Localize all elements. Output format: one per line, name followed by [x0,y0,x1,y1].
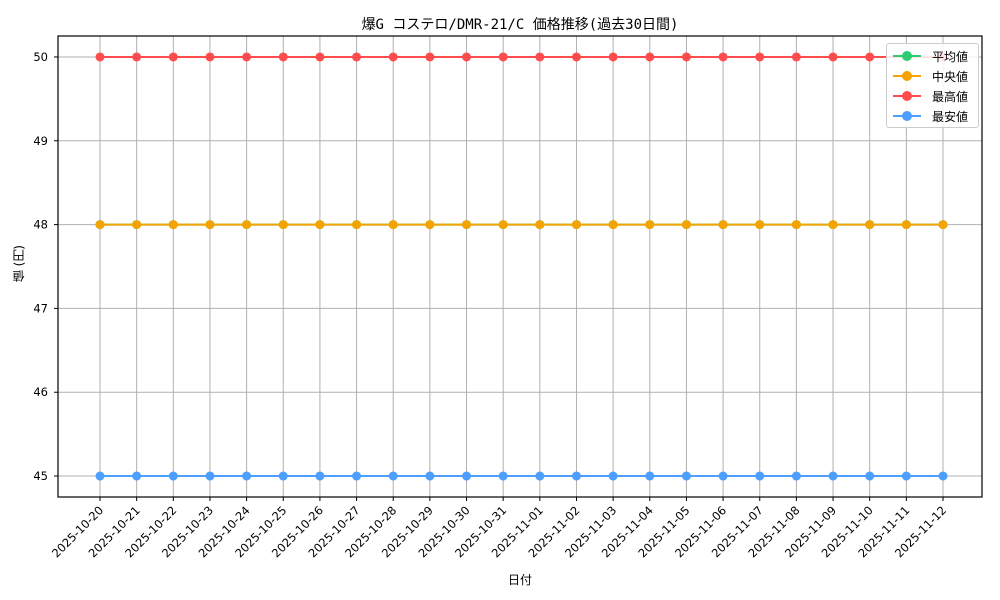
data-point [242,52,252,62]
data-point [168,471,178,481]
axes-frame [57,35,983,498]
data-point [315,220,325,230]
data-point [132,220,142,230]
data-point [462,220,472,230]
data-point [571,52,581,62]
legend-marker-icon [902,71,912,81]
data-point [681,471,691,481]
data-point [278,220,288,230]
data-point [388,52,398,62]
data-point [718,220,728,230]
data-point [608,471,618,481]
data-point [938,471,948,481]
data-point [718,52,728,62]
data-point [535,52,545,62]
data-point [352,220,362,230]
chart-title: 爆G コステロ/DMR-21/C 価格推移(過去30日間) [361,17,679,33]
y-axis-label: 値 (円) [12,245,26,283]
y-tick-label: 48 [33,218,48,232]
data-point [462,52,472,62]
data-point [681,52,691,62]
y-tick-label: 50 [33,50,48,64]
data-point [95,220,105,230]
data-point [755,52,765,62]
y-tick-label: 45 [33,469,48,483]
data-point [571,471,581,481]
data-point [681,220,691,230]
data-point [535,471,545,481]
data-point [718,471,728,481]
data-point [828,52,838,62]
data-point [828,471,838,481]
data-point [205,52,215,62]
data-point [901,220,911,230]
data-point [132,52,142,62]
data-point [828,220,838,230]
data-point [425,471,435,481]
data-point [865,471,875,481]
data-point [645,52,655,62]
y-tick-label: 46 [33,385,48,399]
data-point [352,471,362,481]
data-point [242,220,252,230]
data-point [608,52,618,62]
data-point [242,471,252,481]
y-tick-label: 49 [33,134,48,148]
data-point [571,220,581,230]
data-point [168,220,178,230]
data-point [755,471,765,481]
legend-marker-icon [902,51,912,61]
y-tick-label: 47 [33,301,48,315]
data-point [498,471,508,481]
data-point [95,52,105,62]
data-point [95,471,105,481]
legend-item-max: 最高値 [887,86,978,106]
data-point [315,471,325,481]
data-point [462,471,472,481]
data-point [608,220,618,230]
data-point [278,471,288,481]
data-point [645,471,655,481]
data-point [352,52,362,62]
legend-marker-icon [902,111,912,121]
data-point [535,220,545,230]
legend-item-min: 最安値 [887,106,978,126]
data-point [645,220,655,230]
data-point [205,471,215,481]
legend-item-average: 平均値 [887,46,978,66]
data-point [315,52,325,62]
data-point [865,220,875,230]
data-point [388,220,398,230]
data-point [498,52,508,62]
data-point [498,220,508,230]
data-point [755,220,765,230]
data-point [865,52,875,62]
legend: 平均値 中央値 最高値 最安値 [886,43,979,128]
data-point [278,52,288,62]
data-point [901,471,911,481]
data-point [791,220,801,230]
data-point [938,220,948,230]
legend-item-median: 中央値 [887,66,978,86]
data-point [791,52,801,62]
data-point [425,220,435,230]
data-point [132,471,142,481]
data-point [388,471,398,481]
legend-marker-icon [902,91,912,101]
data-point [791,471,801,481]
data-point [168,52,178,62]
data-point [205,220,215,230]
data-point [425,52,435,62]
x-axis-label: 日付 [507,573,532,587]
